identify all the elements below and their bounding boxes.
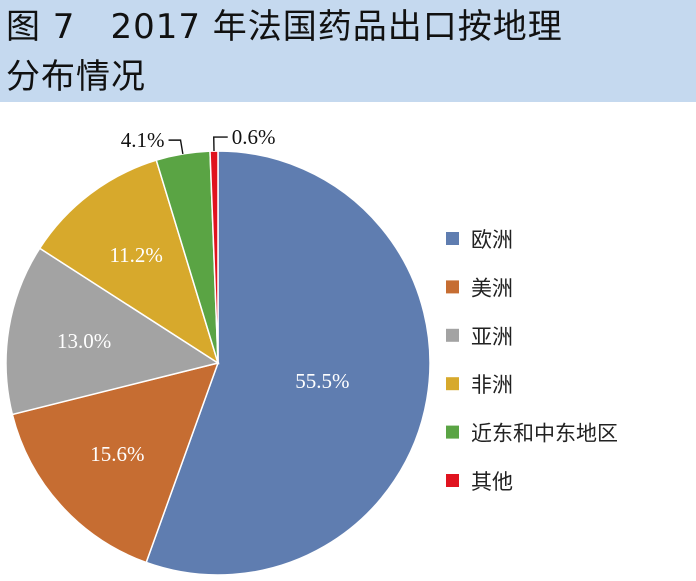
slice-3-value-label: 13.0% <box>57 329 111 353</box>
slice-5-legend-label: 近东和中东地区 <box>471 422 618 446</box>
slice-1-value-label: 55.5% <box>295 369 349 393</box>
slice-3-legend-swatch <box>446 328 459 342</box>
slice-2-legend-swatch <box>446 280 459 294</box>
pie-slices <box>5 150 431 576</box>
figure-title-line1: 图 7 2017 年法国药品出口按地理 <box>6 7 563 47</box>
slice-4-wedge <box>38 159 220 365</box>
slice-6-legend-label: 其他 <box>471 470 513 494</box>
slice-2-value-label: 15.6% <box>90 442 144 466</box>
slice-6-value-label: 0.6% <box>232 125 276 149</box>
slice-4-legend-swatch <box>446 377 459 391</box>
slice-3-wedge <box>5 247 220 416</box>
slice-1-wedge <box>145 150 431 576</box>
slice-1-legend-swatch <box>446 232 459 245</box>
slice-4-legend-label: 非洲 <box>471 373 513 397</box>
slice-2-wedge <box>11 361 220 564</box>
slice-6-wedge <box>209 150 219 364</box>
figure-title-line2: 分布情况 <box>6 57 146 97</box>
pie-outer-labels: 4.1% 0.6% <box>121 125 276 155</box>
slice-6-leader-line <box>213 136 228 152</box>
slice-5-legend-swatch <box>446 425 459 439</box>
title-band <box>0 0 696 102</box>
slice-1-legend-label: 欧洲 <box>471 228 513 252</box>
figure-title: 图 7 2017 年法国药品出口按地理 分布情况 <box>6 2 690 102</box>
slice-2-legend-label: 美洲 <box>471 276 513 300</box>
pie-inner-labels: 55.5% 15.6% 13.0% 11.2% <box>57 243 350 466</box>
slice-3-legend-label: 亚洲 <box>471 325 513 349</box>
slice-6-legend-swatch <box>446 474 459 487</box>
slice-4-value-label: 11.2% <box>109 243 162 267</box>
slice-5-value-label: 4.1% <box>121 128 165 152</box>
slice-5-leader-line <box>168 139 184 155</box>
